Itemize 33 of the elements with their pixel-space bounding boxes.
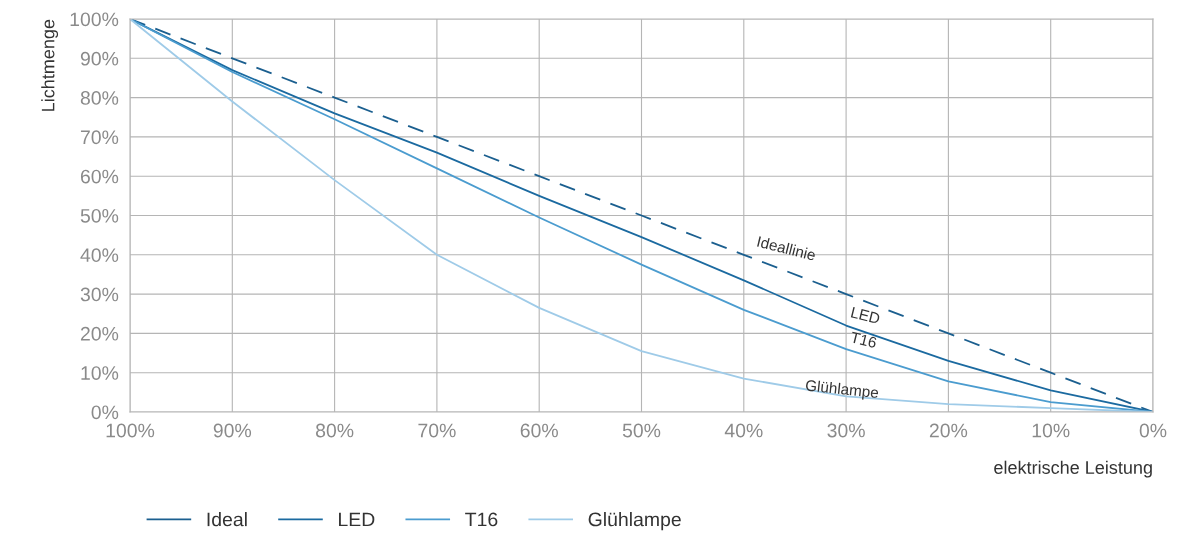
x-axis-title: elektrische Leistung [994,460,1152,478]
x-tick-label: 50% [622,423,661,438]
legend-label: Glühlampe [588,512,681,531]
x-tick-label: 80% [315,423,354,438]
y-axis-title: Lichtmenge [41,19,59,111]
annotation: Ideallinie [757,235,817,261]
x-tick-label: 90% [213,423,252,438]
x-tick-label: 40% [724,423,763,438]
x-tick-label: 10% [1032,423,1070,438]
y-tick-label: 90% [80,51,119,66]
x-tick-label: 60% [520,423,558,438]
y-tick-label: 0% [91,405,119,420]
x-tick-label: 0% [1139,423,1167,438]
annotation: Glühlampe [805,379,879,402]
y-tick-label: 70% [80,130,119,145]
y-tick-label: 100% [70,12,119,27]
y-tick-label: 20% [80,326,119,341]
legend-label: LED [339,512,375,527]
annotation: LED [850,307,881,324]
y-tick-label: 10% [81,366,119,380]
line-series [130,19,1153,412]
annotation: T16 [849,331,878,349]
x-tick-label: 20% [929,423,968,438]
y-tick-label: 40% [80,248,119,263]
y-tick-label: 80% [80,91,119,105]
x-tick-label: 30% [827,423,865,438]
y-tick-label: 50% [80,208,119,223]
x-tick-label: 70% [418,423,456,438]
y-tick-label: 30% [80,287,119,302]
legend-label: Ideal [207,512,247,527]
x-tick-label: 100% [106,423,155,438]
legend-label: T16 [465,512,498,527]
y-tick-label: 60% [80,169,119,184]
